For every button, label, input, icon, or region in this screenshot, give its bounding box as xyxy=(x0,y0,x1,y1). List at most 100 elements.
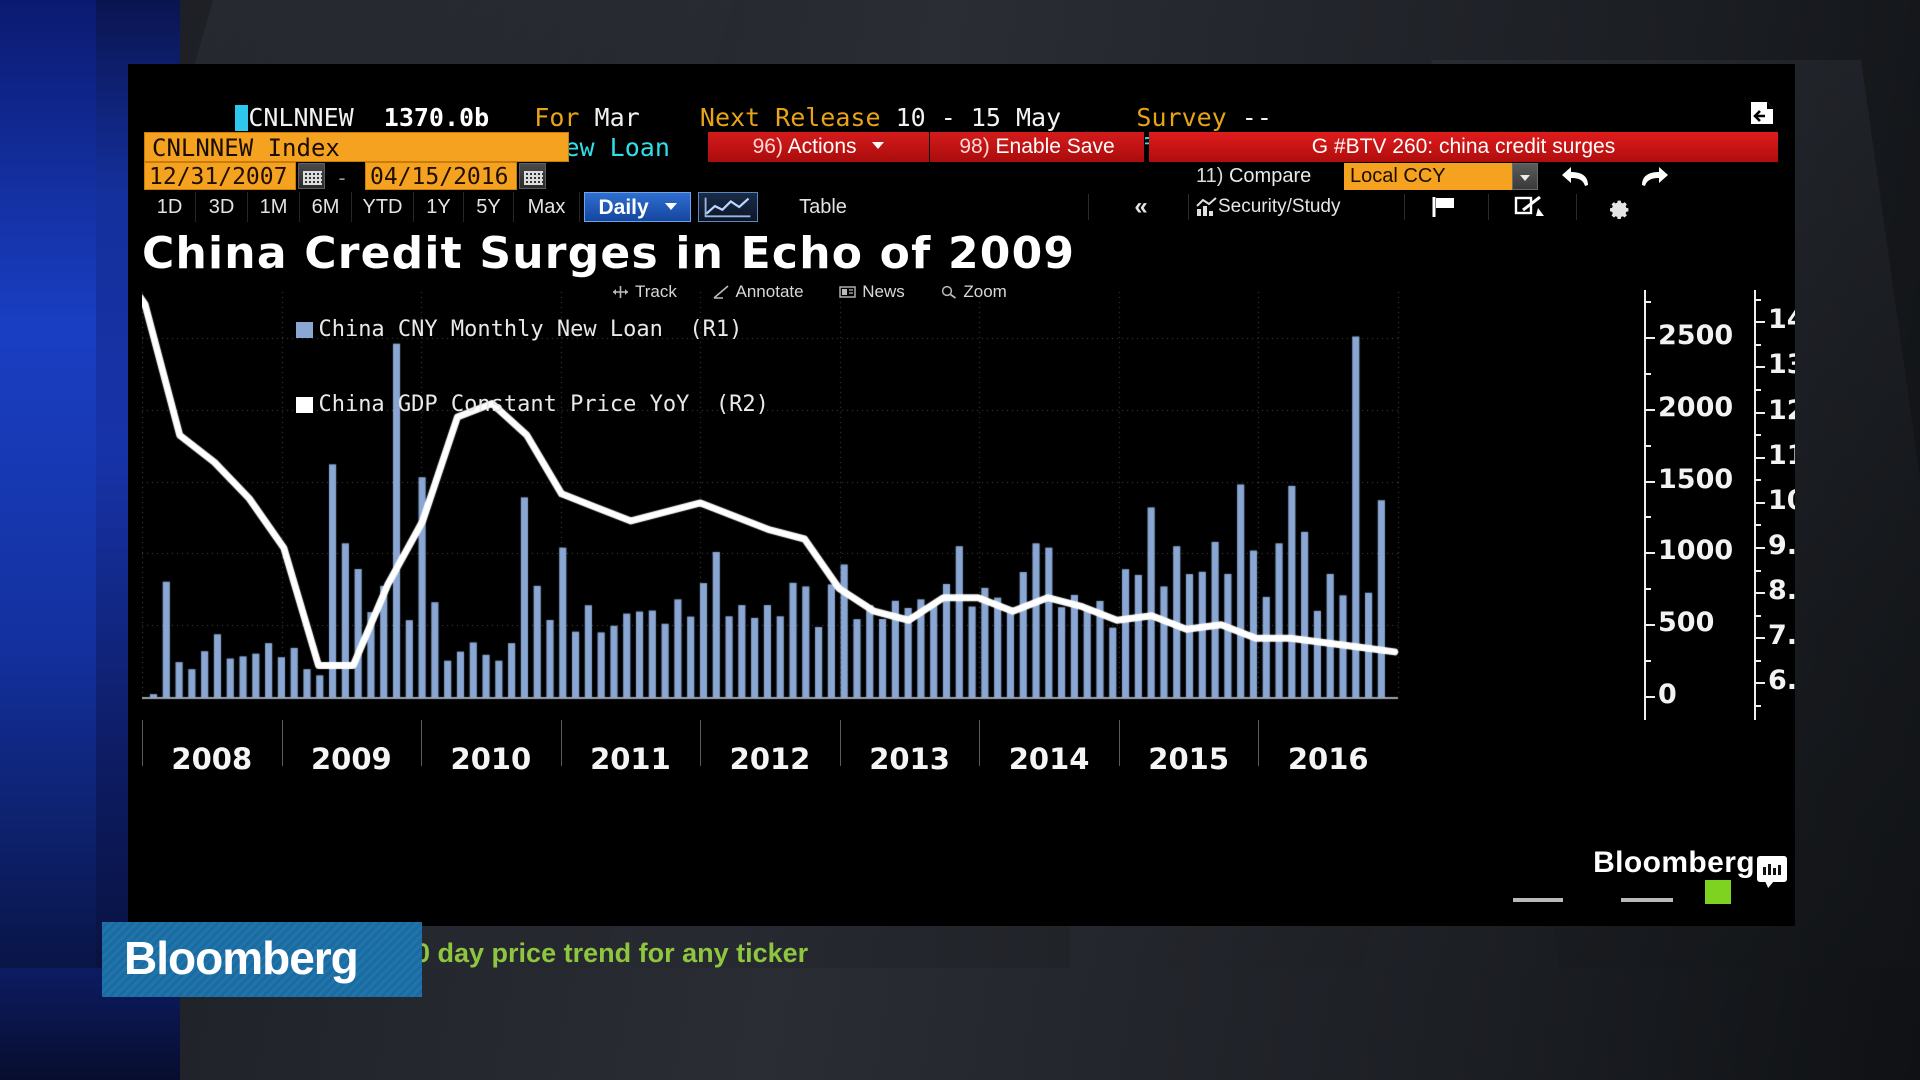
undo-icon[interactable] xyxy=(1558,162,1600,192)
legend-axis-bar: R1 xyxy=(702,317,730,342)
annotate-tool[interactable]: Annotate xyxy=(712,282,804,302)
legend-label-bar: China CNY Monthly New Loan xyxy=(318,317,663,342)
x-axis-tick-label: 2010 xyxy=(450,742,532,776)
axis-tick xyxy=(1754,298,1761,301)
export-icon[interactable] xyxy=(1747,100,1777,126)
start-date-calendar-icon[interactable] xyxy=(298,163,325,189)
range-button-1d[interactable]: 1D xyxy=(144,192,196,222)
compare-dropdown-arrow-icon[interactable] xyxy=(1512,163,1538,190)
axis-tick-label: 8.0 xyxy=(1768,575,1795,607)
news-icon xyxy=(839,286,856,298)
annotate-label: Annotate xyxy=(735,282,804,301)
spacer: ) xyxy=(755,392,769,417)
x-axis-tick-label: 2013 xyxy=(869,742,950,776)
line-chart-icon[interactable] xyxy=(698,192,758,222)
chart-legend: China CNY Monthly New Loan (R1) China GD… xyxy=(164,292,769,442)
header-survey-value: -- xyxy=(1241,103,1272,132)
zoom-tool[interactable]: Zoom xyxy=(940,282,1007,302)
axis-tick xyxy=(1754,479,1761,482)
x-axis-separator xyxy=(282,720,283,766)
axis-tick-label: 10.0 xyxy=(1768,484,1795,516)
news-label: News xyxy=(862,282,905,301)
frequency-label: Daily xyxy=(598,196,649,219)
start-date-input[interactable]: 12/31/2007 xyxy=(144,162,296,190)
compare-label-group[interactable]: 11) Compare xyxy=(1196,165,1311,188)
axis-tick-label: 2000 xyxy=(1658,391,1734,423)
lower-third-ticker: 90 day price trend for any ticker xyxy=(400,938,809,968)
ticker-input[interactable]: CNLNNEW Index xyxy=(144,132,569,162)
chart-plot-area[interactable]: China CNY Monthly New Loan (R1) China GD… xyxy=(142,282,1642,720)
axis-tick xyxy=(1754,524,1761,527)
header-row-primary: CNLNNEW 1370.0b For Mar Next Release 10 … xyxy=(128,70,1795,132)
x-axis-tick-label: 2014 xyxy=(1008,742,1090,776)
axis-tick-label: 7.0 xyxy=(1768,620,1795,652)
axis-tick-label: 500 xyxy=(1658,607,1715,639)
legend-label-line: China GDP Constant Price YoY xyxy=(318,392,690,417)
axis-tick xyxy=(1754,705,1761,708)
axis-tick xyxy=(1754,592,1765,595)
bloomberg-bug-label: Bloomberg xyxy=(124,932,359,984)
chart-toolbar: 1D 3D 1M 6M YTD 1Y 5Y Max Daily Table « xyxy=(128,192,1795,224)
axis-tick-label: 1500 xyxy=(1658,463,1734,495)
axis-tick xyxy=(1644,588,1651,591)
bloomberg-logo-bug: Bloomberg xyxy=(102,922,422,997)
axis-tick-label: 2500 xyxy=(1658,319,1734,351)
frequency-select[interactable]: Daily xyxy=(584,192,691,222)
table-button[interactable]: Table xyxy=(799,196,847,218)
track-tool[interactable]: Track xyxy=(612,282,677,302)
range-button-ytd[interactable]: YTD xyxy=(352,192,414,222)
end-date-calendar-icon[interactable] xyxy=(519,163,546,189)
enable-save-label: Enable Save xyxy=(995,135,1115,158)
x-axis-separator xyxy=(561,720,562,766)
chart-canvas[interactable] xyxy=(142,290,1642,720)
collapse-panel-icon[interactable]: « xyxy=(1134,193,1148,220)
range-button-1y[interactable]: 1Y xyxy=(414,192,464,222)
compare-currency-select[interactable]: Local CCY xyxy=(1344,163,1512,190)
range-button-1m[interactable]: 1M xyxy=(248,192,300,222)
end-date-input[interactable]: 04/15/2016 xyxy=(365,162,517,190)
x-axis-tick-label: 2015 xyxy=(1148,742,1230,776)
actions-button[interactable]: 96) Actions xyxy=(708,132,930,162)
axis-tick xyxy=(1754,456,1765,459)
compare-label: Compare xyxy=(1228,165,1312,187)
date-range-bar: 12/31/2007 - 04/15/2016 11) Compare Loca… xyxy=(128,162,1795,192)
footer-rule xyxy=(1621,898,1673,902)
range-button-6m[interactable]: 6M xyxy=(300,192,352,222)
chevron-down-icon xyxy=(872,142,885,149)
axis-tick xyxy=(1644,660,1651,663)
axis-tick xyxy=(1754,321,1765,324)
redo-icon[interactable] xyxy=(1630,162,1672,192)
header-next-release-label: Next Release xyxy=(699,103,881,132)
axis-tick xyxy=(1754,389,1761,392)
legend-entry-line: China GDP Constant Price YoY (R2) xyxy=(164,367,769,442)
axis-tick xyxy=(1754,637,1765,640)
edit-chart-icon[interactable] xyxy=(1514,196,1544,218)
x-axis-tick-label: 2016 xyxy=(1287,742,1369,776)
legend-axis-line: R2 xyxy=(729,392,756,417)
axis-tick xyxy=(1644,336,1655,339)
flag-icon[interactable] xyxy=(1430,196,1460,218)
axis-tick xyxy=(1754,366,1765,369)
bloomberg-chip-icon xyxy=(1757,856,1787,882)
range-button-5y[interactable]: 5Y xyxy=(464,192,514,222)
x-axis-tick-label: 2012 xyxy=(729,742,811,776)
axis-tick xyxy=(1644,552,1655,555)
axis-tick-label: 12.0 xyxy=(1768,394,1795,426)
btv-banner[interactable]: G #BTV 260: china credit surges xyxy=(1149,132,1779,162)
range-button-3d[interactable]: 3D xyxy=(196,192,248,222)
x-axis-separator xyxy=(1258,720,1259,766)
header-row-secondary: China CNY Monthly New Loan National Bure… xyxy=(128,100,1795,162)
axis-tick xyxy=(1644,444,1651,447)
annotate-icon xyxy=(712,285,729,299)
axis-tick xyxy=(1754,682,1765,685)
x-axis-separator xyxy=(1119,720,1120,766)
axis-tick-label: 1000 xyxy=(1658,535,1734,567)
enable-save-button[interactable]: 98) Enable Save xyxy=(930,132,1145,162)
gear-icon[interactable] xyxy=(1606,195,1630,219)
chevron-down-icon xyxy=(664,203,677,210)
x-axis-tick-label: 2009 xyxy=(310,742,392,776)
news-tool[interactable]: News xyxy=(839,282,905,302)
security-study-button[interactable]: Security/Study xyxy=(1218,196,1341,217)
track-icon xyxy=(613,286,628,298)
range-button-max[interactable]: Max xyxy=(514,192,580,222)
